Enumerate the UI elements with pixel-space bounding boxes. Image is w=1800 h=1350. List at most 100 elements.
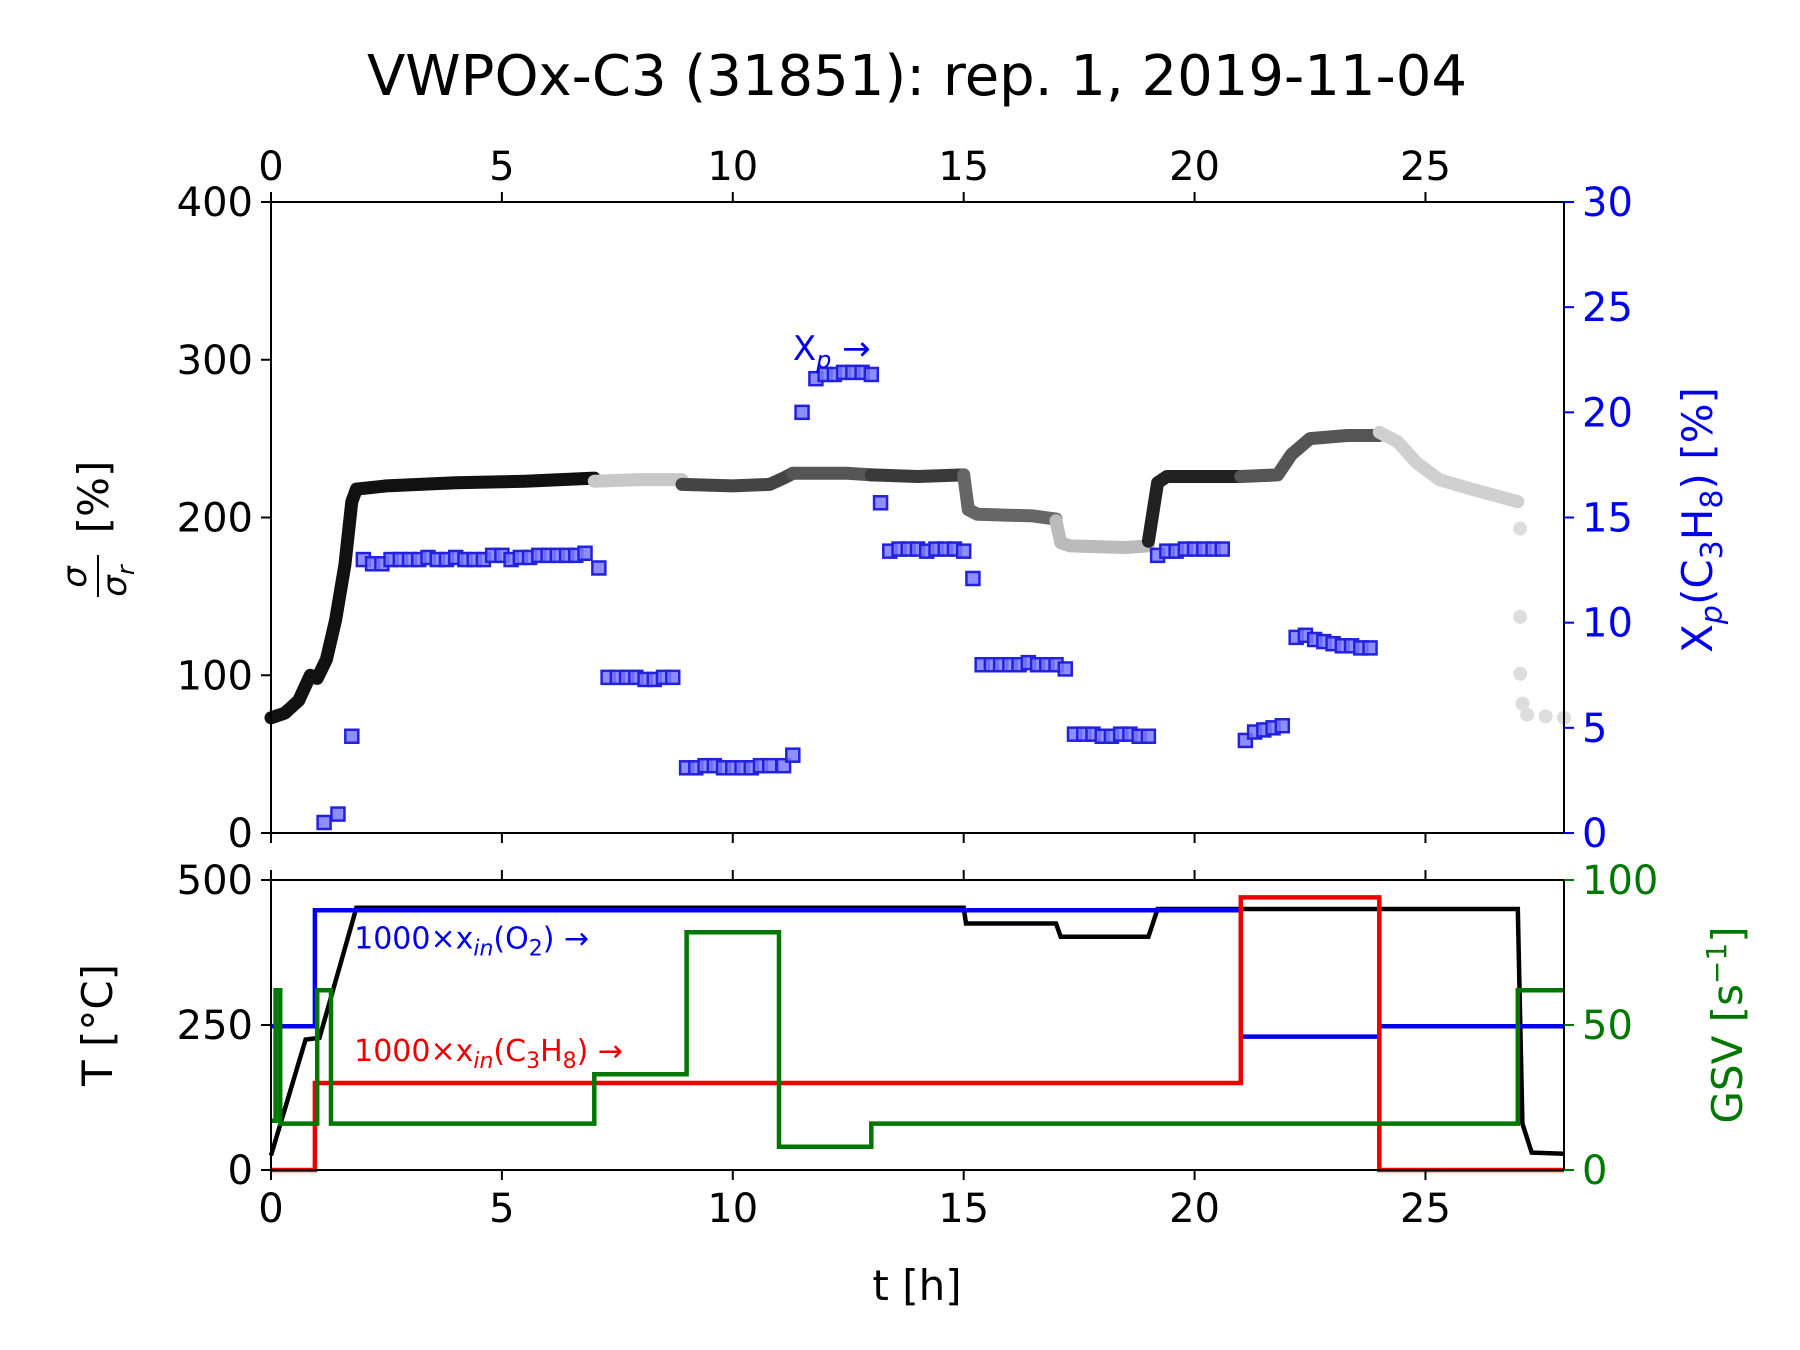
top-plot-area <box>264 364 1571 831</box>
top-right-ytick-label-6: 30 <box>1582 180 1633 226</box>
bottom-xaxis-tick-label-4: 20 <box>1169 1186 1220 1232</box>
bottom-left-ylabel: T [°C] <box>73 964 122 1087</box>
bottom-right-ytick-label-2: 100 <box>1582 858 1658 904</box>
bottom-xaxis-tick-label-0: 0 <box>258 1186 283 1232</box>
top-left-ytick-label-4: 400 <box>177 180 253 226</box>
sigma-point-4 <box>1520 707 1535 722</box>
top-xaxis-tick-label-4: 20 <box>1169 144 1220 190</box>
sigma-segment-6 <box>1049 514 1155 554</box>
xp-marker-1 <box>330 806 346 822</box>
ylabel-gsv-sup: −1 <box>1700 943 1733 984</box>
sigma-point-3 <box>1515 696 1530 711</box>
c3h8-annotation-sub: in <box>473 1049 493 1074</box>
top-xaxis-tick-label-5: 25 <box>1400 144 1451 190</box>
ylabel-xp-sub: p <box>1695 605 1730 625</box>
ylabel-sigma-den-sub: r <box>112 563 140 575</box>
chart-title: VWPOx-C3 (31851): rep. 1, 2019-11-04 <box>367 44 1467 109</box>
bottom-xaxis-tick-label-1: 5 <box>489 1186 514 1232</box>
top-xaxis-tick-label-1: 5 <box>489 144 514 190</box>
bottom-left-ytick-label-1: 250 <box>177 1003 253 1049</box>
ylabel-xp-sub3: 8 <box>1695 490 1730 509</box>
ylabel-xp-rest2: H <box>1673 509 1722 541</box>
xp-marker-28 <box>591 560 607 576</box>
c3h8-annotation-post: ) → <box>577 1034 623 1069</box>
bottom-xlabel: t [h] <box>872 1261 961 1310</box>
xp-marker-49 <box>794 404 810 421</box>
o2-annotation-post: ) → <box>543 921 589 956</box>
sigma-segment-4 <box>864 468 971 483</box>
ylabel-xp-unit: ) [%] <box>1673 387 1722 489</box>
top-xaxis-tick-label-2: 10 <box>707 144 758 190</box>
top-right-ytick-label-1: 5 <box>1582 706 1607 752</box>
gsv-line <box>271 929 1564 1150</box>
bottom-right-ylabel: GSV [s−1] <box>1700 926 1752 1123</box>
sigma-segment-2 <box>675 466 800 493</box>
xp-marker-77 <box>1057 661 1074 677</box>
sigma-segment-9 <box>1372 425 1525 509</box>
top-left-ytick-label-1: 100 <box>177 653 253 699</box>
ylabel-sigma-unit: [%] <box>69 461 118 534</box>
ylabel-sigma-den: σ <box>95 574 135 597</box>
bottom-right-ytick-label-1: 50 <box>1582 1003 1633 1049</box>
xp-marker-67 <box>965 570 981 587</box>
xp-marker-99 <box>1274 717 1291 734</box>
xp-marker-0 <box>316 814 332 831</box>
top-right-ytick-label-3: 15 <box>1582 496 1633 542</box>
top-left-ytick-label-3: 300 <box>177 338 253 384</box>
bottom-left-ytick-label-2: 500 <box>177 858 253 904</box>
bottom-plot-area <box>268 895 1565 1173</box>
xp-marker-46 <box>761 757 778 774</box>
c3h8-annotation-mid2: H <box>540 1034 563 1069</box>
sigma-point-0 <box>1513 521 1528 536</box>
o2-annotation: 1000×xin(O2) → <box>354 921 589 961</box>
top-xaxis-tick-label-0: 0 <box>258 144 283 190</box>
xp-marker-2 <box>344 728 360 744</box>
ylabel-gsv-end: ] <box>1703 926 1752 942</box>
o2-annotation-mid: (O <box>493 921 528 956</box>
top-right-ytick-label-0: 0 <box>1582 811 1607 857</box>
top-right-ytick-label-2: 10 <box>1582 601 1633 647</box>
xp-annotation-arrow: → <box>831 329 870 369</box>
c3h8-annotation: 1000×xin(C3H8) → <box>354 1034 623 1074</box>
o2-annotation-sub2: 2 <box>529 936 543 961</box>
xp-marker-86 <box>1140 728 1157 744</box>
xp-annotation-main: X <box>793 329 816 369</box>
bottom-xaxis-tick-label-5: 25 <box>1400 1186 1451 1232</box>
ylabel-gsv-main: GSV [s <box>1703 984 1752 1124</box>
c3h8-annotation-sub2: 3 <box>526 1049 540 1074</box>
top-left-ytick-label-0: 0 <box>228 811 253 857</box>
ylabel-sigma-denominator: σr <box>95 563 140 597</box>
sigma-segment-1 <box>587 473 689 488</box>
top-right-ytick-label-4: 20 <box>1582 390 1633 436</box>
sigma-point-2 <box>1513 666 1528 681</box>
top-left-ytick-label-2: 200 <box>177 496 253 542</box>
xp-marker-66 <box>955 543 972 559</box>
c3h8-annotation-sub3: 8 <box>563 1049 577 1074</box>
ylabel-xp-rest: (C <box>1673 559 1722 605</box>
o2-annotation-pre: 1000×x <box>354 921 473 956</box>
xp-marker-36 <box>665 669 681 686</box>
sigma-segment-5 <box>957 468 1063 526</box>
c3h8-annotation-pre: 1000×x <box>354 1034 473 1069</box>
ylabel-xp-main: X <box>1673 624 1722 653</box>
xp-marker-108 <box>1362 640 1378 656</box>
xp-marker-57 <box>872 495 889 511</box>
o2-annotation-sub: in <box>473 936 493 961</box>
sigma-segment-8 <box>1234 429 1386 483</box>
top-right-ylabel: Xp(C3H8) [%] <box>1673 387 1730 653</box>
ylabel-sigma-numerator: σ <box>55 565 95 588</box>
sigma-point-5 <box>1538 709 1553 724</box>
top-left-ylabel: σ σr [%] <box>55 461 140 597</box>
top-xaxis-tick-label-3: 15 <box>938 144 989 190</box>
xp-annotation-sub: p <box>815 346 831 374</box>
ylabel-xp-sub2: 3 <box>1695 540 1730 559</box>
xp-annotation: Xp → <box>793 329 871 374</box>
xp-marker-48 <box>785 747 801 763</box>
top-right-ytick-label-5: 25 <box>1582 285 1633 331</box>
temperature-line <box>268 905 1565 1157</box>
xp-marker-27 <box>577 545 593 562</box>
